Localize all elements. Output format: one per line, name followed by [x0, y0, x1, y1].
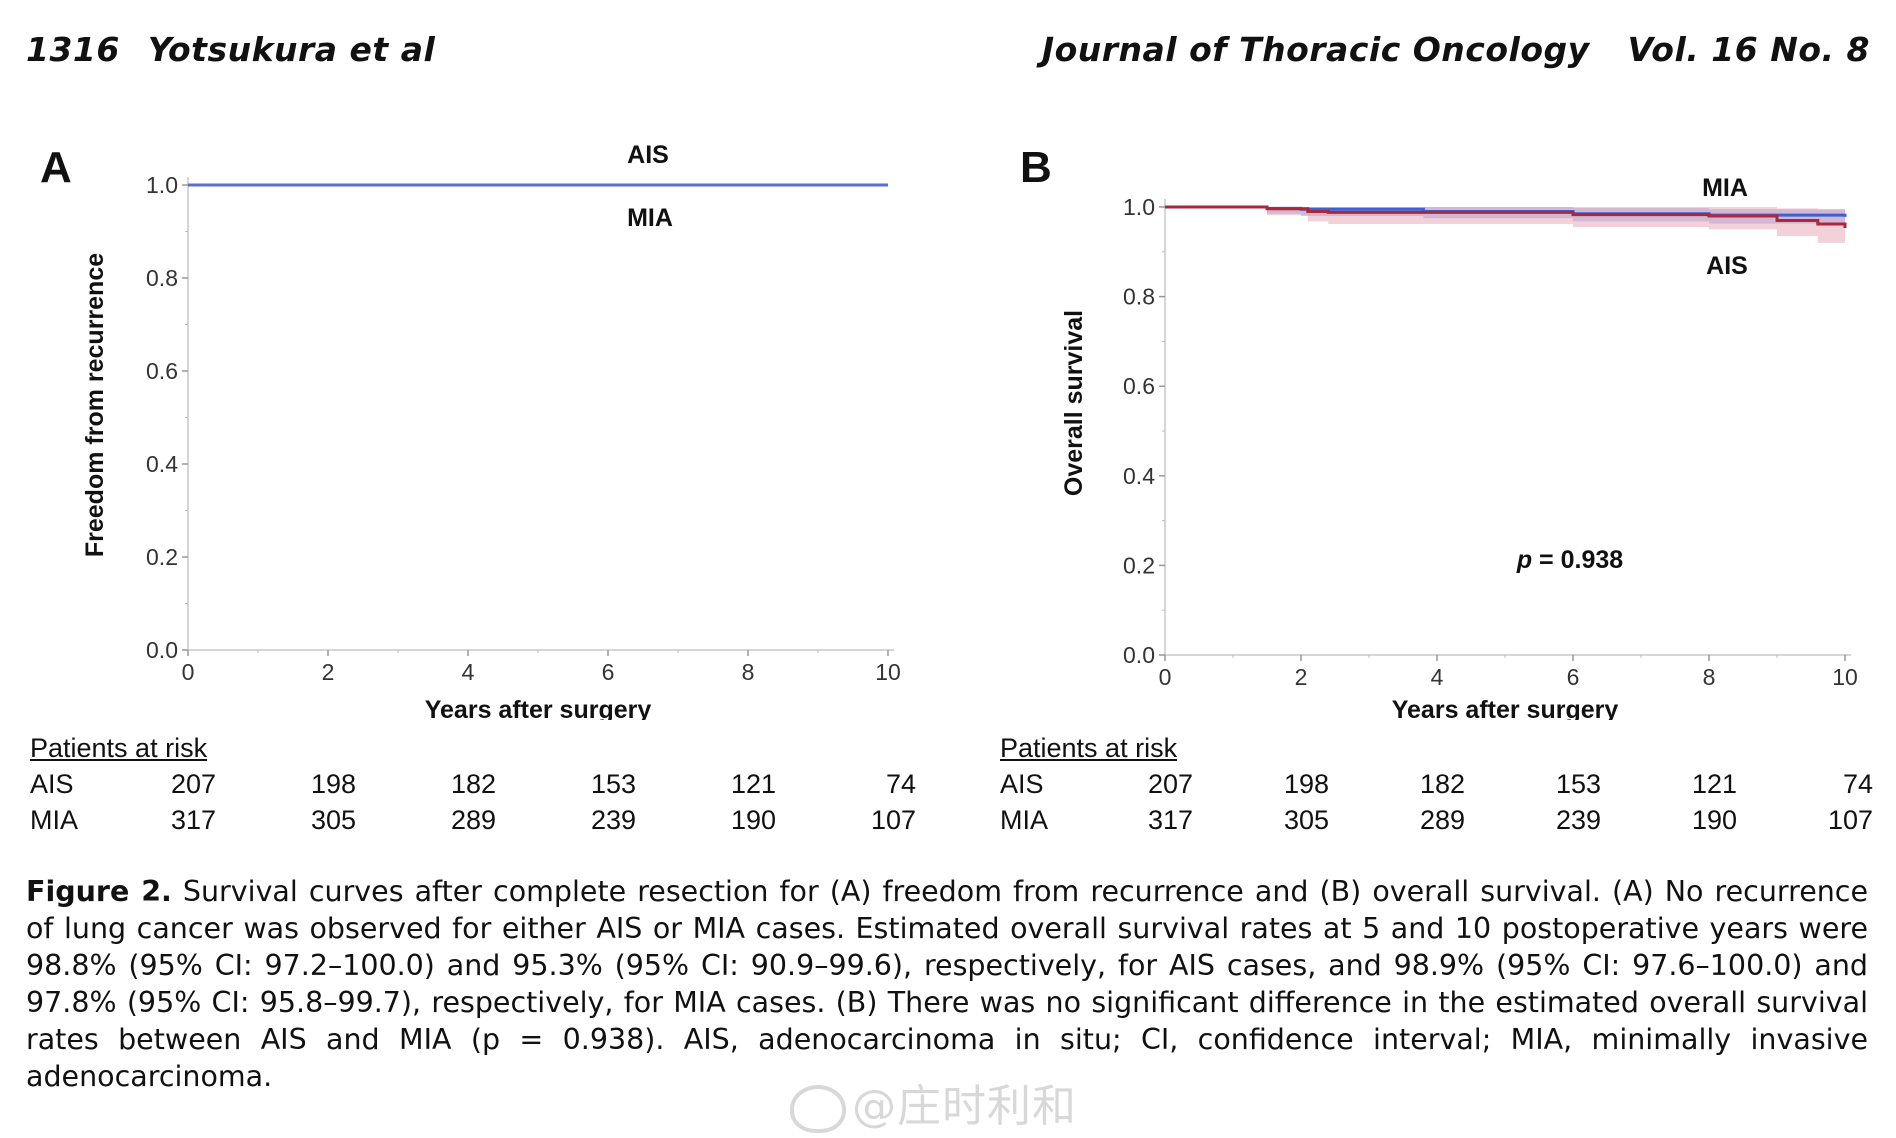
risk-count: 121: [1691, 769, 1737, 799]
risk-count: 74: [1842, 769, 1873, 799]
risk-count: 305: [310, 805, 356, 835]
x-tick-label: 4: [1431, 664, 1444, 690]
y-tick-label: 1.0: [1123, 194, 1155, 220]
y-tick-label: 0.8: [146, 265, 178, 291]
y-tick-label: 0.8: [1123, 284, 1155, 310]
y-tick-label: 0.4: [146, 451, 178, 477]
y-tick-label: 0.6: [1123, 373, 1155, 399]
curve-label: AIS: [627, 141, 669, 169]
y-axis-title: Freedom from recurrence: [81, 253, 109, 557]
risk-count: 239: [590, 805, 636, 835]
risk-count: 153: [1555, 769, 1601, 799]
watermark: @庄时利和: [790, 1070, 1077, 1134]
y-axis-title: Overall survival: [1060, 310, 1088, 496]
risk-count: 74: [885, 769, 916, 799]
risk-row-label: AIS: [30, 769, 74, 799]
y-tick-label: 0.2: [146, 544, 178, 570]
curve-label: MIA: [1702, 174, 1748, 202]
figure-caption: Figure 2. Survival curves after complete…: [26, 873, 1868, 1095]
y-tick-label: 0.0: [146, 637, 178, 663]
y-tick-label: 0.4: [1123, 463, 1155, 489]
x-axis-title: Years after surgery: [425, 696, 652, 720]
risk-row-label: MIA: [30, 805, 79, 835]
risk-count: 107: [1827, 805, 1873, 835]
risk-table-b: Patients at risk AIS MIA 207 198 182 153 121…: [1000, 733, 1880, 843]
x-tick-label: 10: [1832, 664, 1858, 690]
risk-count: 289: [450, 805, 496, 835]
risk-count: 198: [310, 769, 356, 799]
risk-count: 121: [730, 769, 776, 799]
risk-count: 107: [870, 805, 916, 835]
y-tick-label: 0.0: [1123, 642, 1155, 668]
authors: Yotsukura et al: [147, 30, 436, 69]
chart-panel-a: A 0.0 0.2 0.4 0.6 0.8 1.0 0 2 4 6 8 10 Years after su…: [40, 141, 901, 720]
panel-letter: B: [1020, 143, 1052, 192]
x-tick-label: 2: [322, 659, 335, 685]
risk-count: 317: [170, 805, 216, 835]
risk-count: 317: [1147, 805, 1193, 835]
x-tick-label: 8: [742, 659, 755, 685]
x-tick-label: 0: [1159, 664, 1172, 690]
running-header-right: Journal of Thoracic Oncology Vol. 16 No. …: [1042, 30, 1870, 69]
journal-volume: Vol. 16 No. 8: [1627, 30, 1870, 69]
x-tick-label: 6: [602, 659, 615, 685]
risk-count: 190: [730, 805, 776, 835]
risk-count: 198: [1283, 769, 1329, 799]
risk-count: 207: [170, 769, 216, 799]
x-tick-label: 6: [1567, 664, 1580, 690]
page-number: 1316: [26, 30, 120, 69]
curve-label: AIS: [1706, 252, 1748, 280]
risk-count: 289: [1419, 805, 1465, 835]
p-value-label: p = 0.938: [1516, 546, 1623, 574]
risk-count: 207: [1147, 769, 1193, 799]
caption-text: Survival curves after complete resection…: [26, 875, 1868, 1093]
x-tick-label: 8: [1703, 664, 1716, 690]
risk-row-label: AIS: [1000, 769, 1044, 799]
risk-table-a: Patients at risk AIS MIA 207 198 182 153 121…: [30, 733, 916, 843]
p-symbol: p: [1516, 546, 1539, 574]
watermark-text: @庄时利和: [852, 1081, 1077, 1132]
x-tick-label: 2: [1295, 664, 1308, 690]
x-tick-label: 0: [182, 659, 195, 685]
y-tick-label: 1.0: [146, 172, 178, 198]
weibo-icon: [790, 1085, 846, 1133]
panel-letter: A: [40, 143, 72, 192]
curve-label: MIA: [627, 204, 673, 232]
risk-count: 182: [1419, 769, 1465, 799]
risk-table-title: Patients at risk: [1000, 733, 1178, 763]
risk-count: 305: [1283, 805, 1329, 835]
chart-panel-b: B 0.0 0.2 0.4 0.6 0.8 1.0 0 2 4 6 8 10 Years after su…: [1020, 143, 1858, 720]
risk-table-title: Patients at risk: [30, 733, 208, 763]
y-tick-label: 0.2: [1123, 552, 1155, 578]
running-header-left: 1316 Yotsukura et al: [26, 30, 435, 69]
journal-name: Journal of Thoracic Oncology: [1041, 30, 1590, 69]
risk-count: 190: [1691, 805, 1737, 835]
x-tick-label: 4: [462, 659, 475, 685]
y-tick-label: 0.6: [146, 358, 178, 384]
x-axis-title: Years after surgery: [1392, 696, 1619, 720]
x-tick-label: 10: [875, 659, 901, 685]
risk-count: 239: [1555, 805, 1601, 835]
ci-band-ais: [1165, 207, 1845, 248]
risk-count: 153: [590, 769, 636, 799]
figure-label: Figure 2.: [26, 875, 172, 908]
survival-curve-ais: [1165, 205, 1847, 229]
risk-row-label: MIA: [1000, 805, 1049, 835]
p-value: = 0.938: [1539, 546, 1623, 574]
risk-count: 182: [450, 769, 496, 799]
